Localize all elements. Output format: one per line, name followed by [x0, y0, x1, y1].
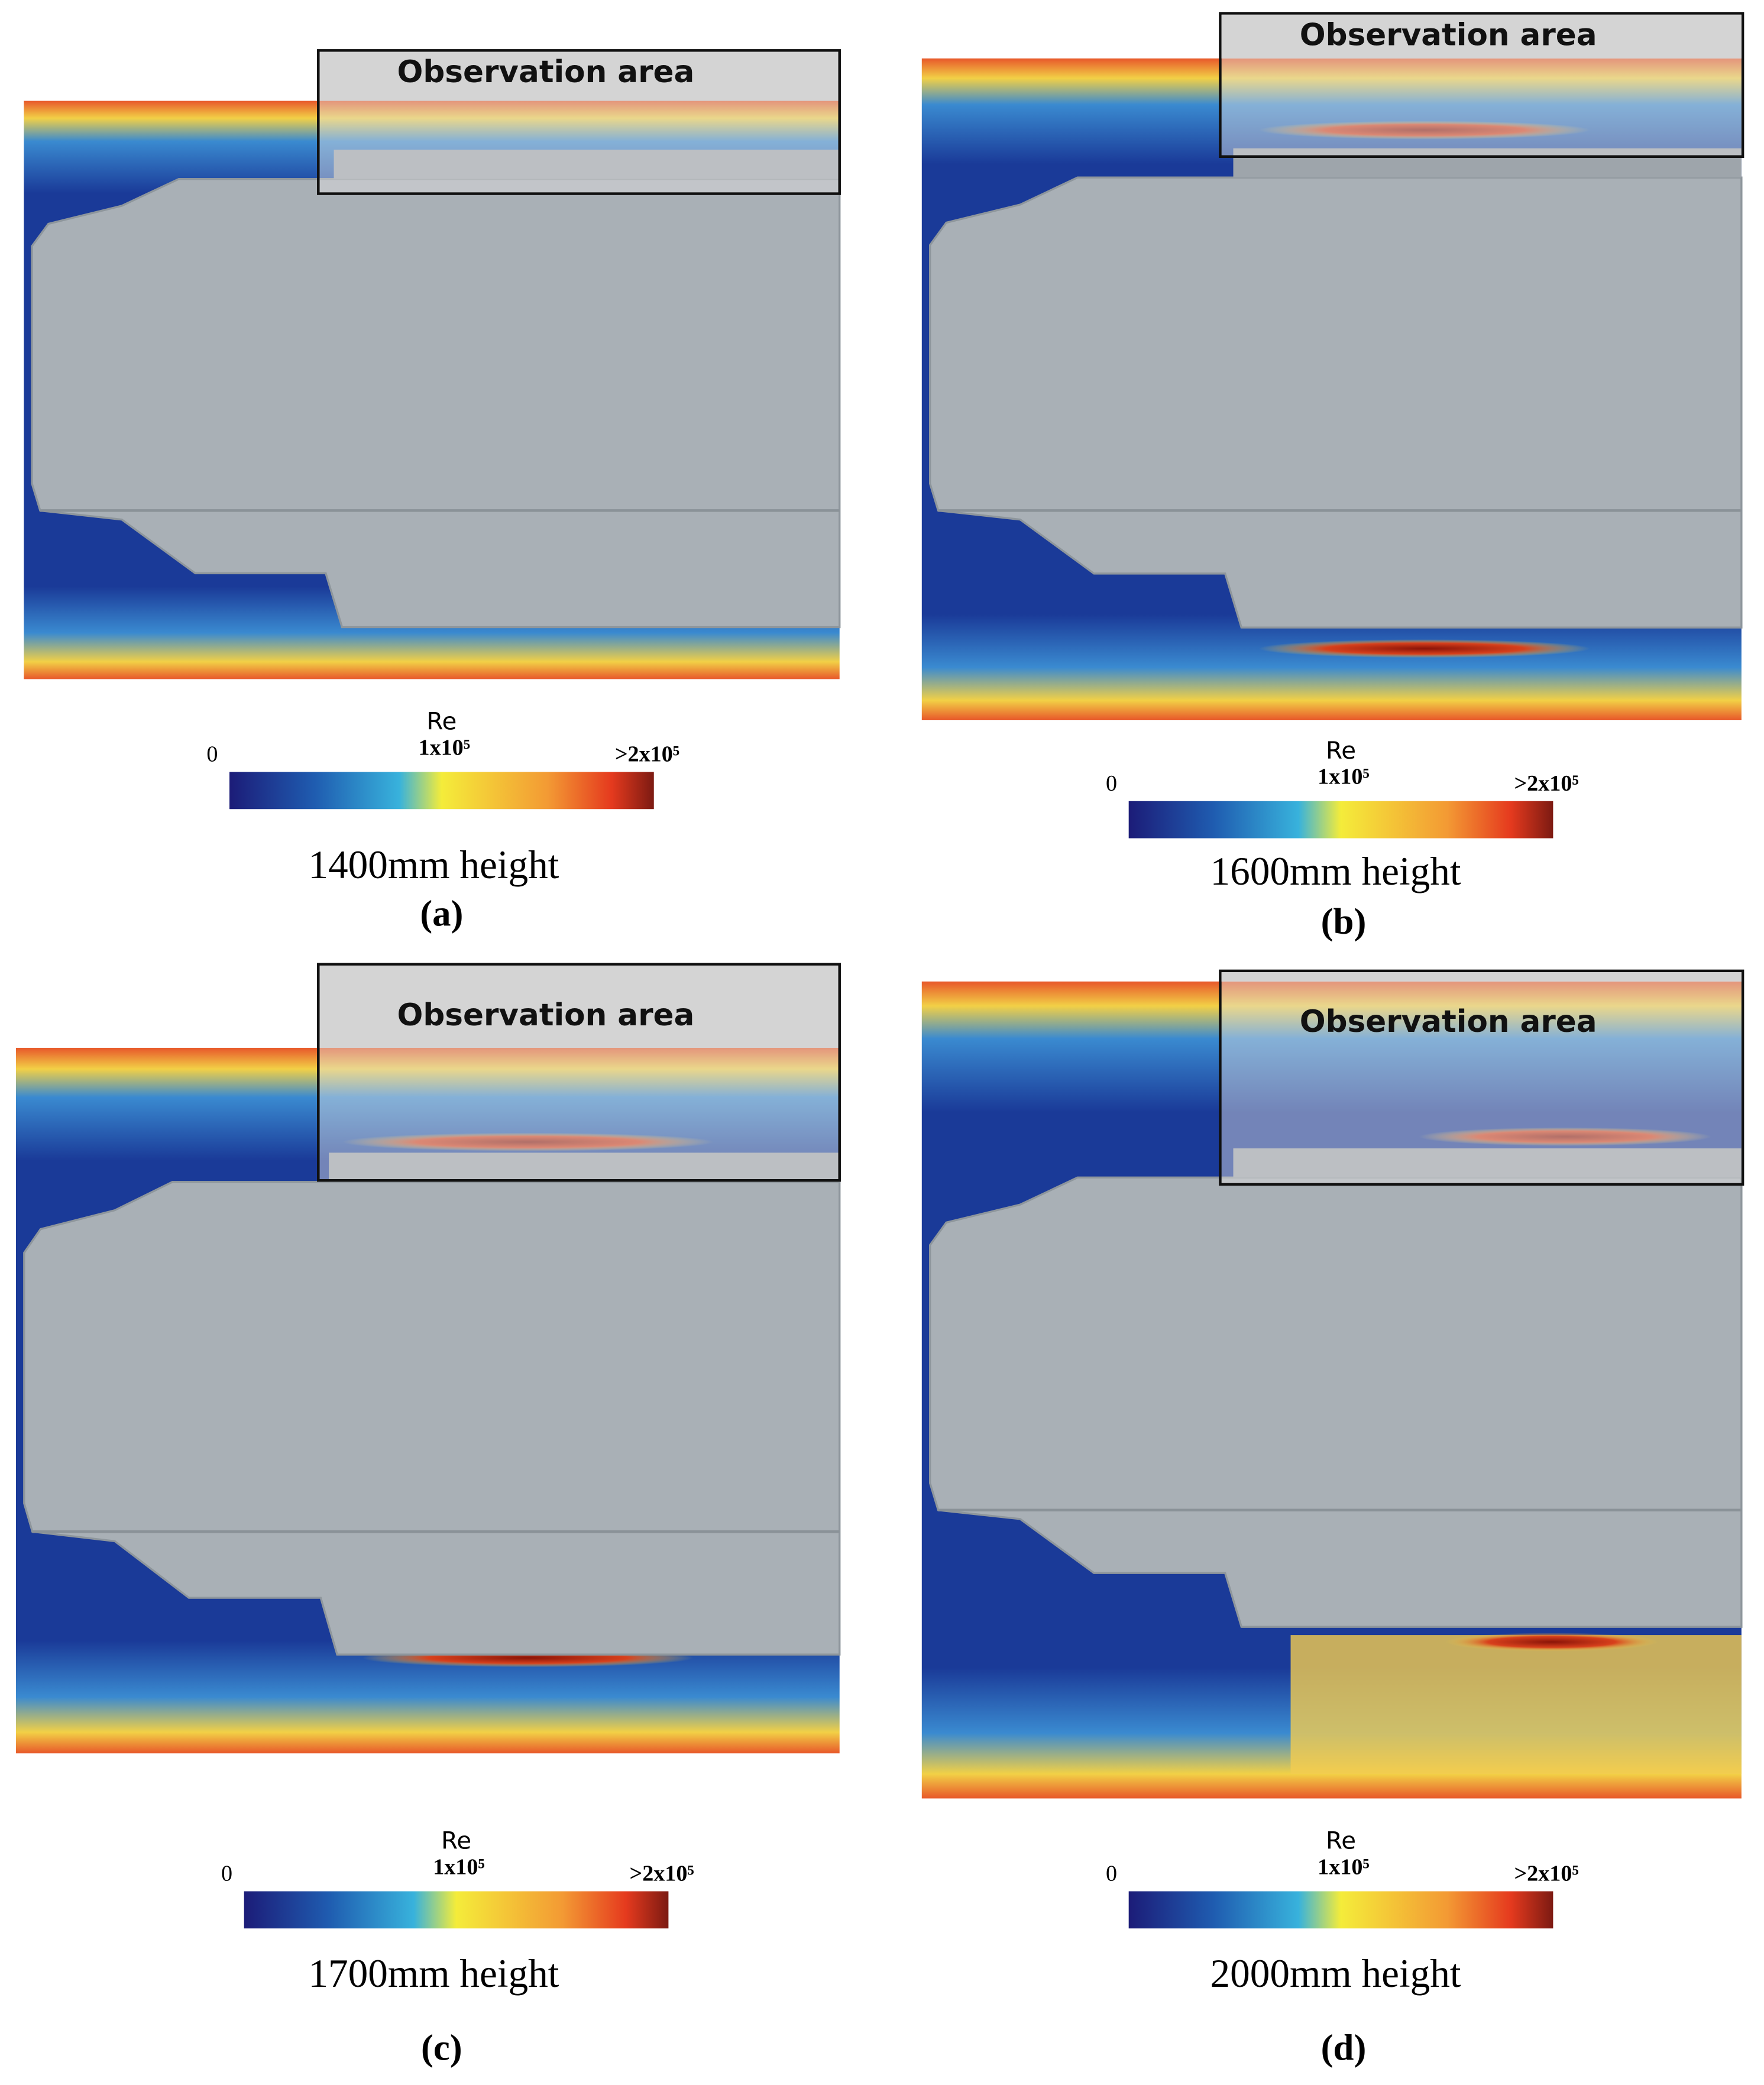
panel-label: (d)	[1321, 2026, 1367, 2068]
hull	[23, 1181, 841, 1656]
high-re-streak	[1445, 1633, 1658, 1652]
colorbar-min: 0	[1106, 1861, 1117, 1886]
observation-label: Observation area	[397, 54, 695, 90]
hull	[929, 176, 1743, 629]
observation-header	[319, 965, 839, 1048]
observation-label: Observation area	[1300, 1004, 1597, 1040]
colorbar-max: >2x10⁵	[1514, 771, 1578, 796]
colorbar-title: Re	[1326, 737, 1356, 765]
observation-header	[1221, 972, 1742, 982]
observation-label: Observation area	[1300, 17, 1597, 53]
colorbar	[244, 1891, 669, 1929]
colorbar-mid: 1x10⁵	[419, 735, 471, 760]
colorbar-mid: 1x10⁵	[433, 1854, 485, 1879]
high-re-streak	[342, 1132, 714, 1151]
panel-label: (c)	[421, 2026, 462, 2068]
hull	[31, 177, 841, 629]
observation-header	[1221, 14, 1742, 59]
colorbar-title: Re	[1326, 1827, 1356, 1855]
caption: 1400mm height	[308, 843, 559, 887]
colorbar	[1128, 1891, 1553, 1929]
hull	[929, 1176, 1743, 1628]
colorbar	[229, 772, 654, 810]
colorbar-mid: 1x10⁵	[1318, 1854, 1370, 1879]
panel: Observation area Re 0 1x10⁵ >2x10⁵ 1600mm hei…	[921, 12, 1744, 942]
deck	[1233, 148, 1742, 178]
high-re-streak	[1419, 1127, 1711, 1146]
deck	[334, 150, 840, 179]
colorbar-title: Re	[441, 1827, 471, 1855]
high-re-streak	[1258, 121, 1591, 140]
observation-header	[319, 51, 839, 101]
colorbar	[1128, 801, 1553, 838]
colorbar-max: >2x10⁵	[615, 742, 679, 767]
observation-area	[1219, 969, 1744, 1186]
deck	[329, 1152, 840, 1182]
panel: Observation area Re 0 1x10⁵ >2x10⁵ 2000mm hei…	[921, 969, 1744, 2068]
panel: Observation area Re 0 1x10⁵ >2x10⁵ 1700mm hei…	[15, 963, 841, 2068]
high-re-streak	[1258, 639, 1591, 658]
panel-label: (a)	[420, 893, 463, 934]
deck	[1233, 1148, 1742, 1178]
caption: 1600mm height	[1210, 849, 1461, 893]
observation-label: Observation area	[397, 998, 695, 1033]
colorbar-title: Re	[426, 708, 457, 736]
colorbar-max: >2x10⁵	[1514, 1861, 1578, 1886]
panel: Observation area Re 0 1x10⁵ >2x10⁵ 1400mm hei…	[24, 49, 841, 934]
colorbar-min: 0	[206, 742, 218, 767]
colorbar-mid: 1x10⁵	[1318, 765, 1370, 789]
caption: 1700mm height	[308, 1951, 559, 1996]
colorbar-min: 0	[221, 1861, 232, 1886]
colorbar-min: 0	[1106, 771, 1117, 796]
caption: 2000mm height	[1210, 1951, 1461, 1996]
flow-field-warm	[1290, 1635, 1742, 1774]
panel-label: (b)	[1321, 901, 1367, 942]
colorbar-max: >2x10⁵	[629, 1861, 694, 1886]
